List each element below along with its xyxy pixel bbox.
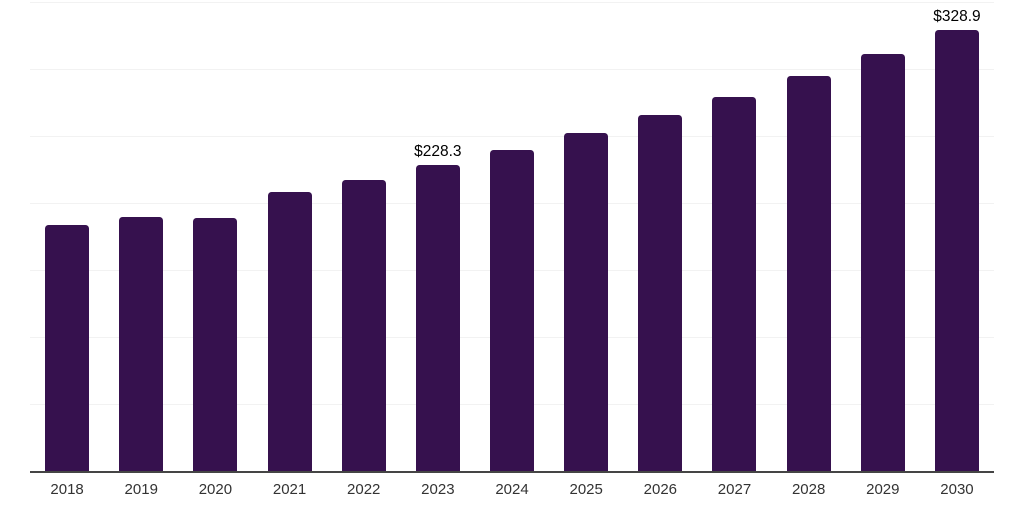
gridline	[30, 2, 994, 3]
gridline	[30, 69, 994, 70]
x-tick-label: 2029	[866, 481, 900, 498]
data-label-2023: $228.3	[414, 142, 462, 160]
bars-container: $228.3 $328.9	[30, 2, 994, 471]
bar-band	[327, 2, 401, 471]
bar-2020	[193, 218, 238, 471]
x-tick-label: 2023	[421, 481, 455, 498]
bar-band	[178, 2, 252, 471]
bar-band	[846, 2, 920, 471]
bar-2030	[934, 30, 979, 471]
bar-band: $328.9	[920, 2, 994, 471]
plot-area: $228.3 $328.9	[30, 2, 994, 473]
bar-2019	[119, 217, 164, 471]
x-tick-label: 2027	[717, 481, 752, 498]
x-tick-label: 2019	[124, 481, 158, 498]
bar-2026	[638, 115, 683, 471]
bar-2024	[490, 150, 535, 471]
bar-band	[252, 2, 326, 471]
x-tick-label: 2025	[569, 481, 603, 498]
bar-band	[104, 2, 178, 471]
bar-2027	[712, 97, 757, 471]
bar-2022	[341, 179, 386, 471]
bar-band	[30, 2, 104, 471]
bar-band	[549, 2, 623, 471]
x-tick-label: 2028	[791, 481, 826, 498]
bar-2028	[786, 76, 831, 471]
bar-2025	[564, 133, 609, 471]
x-tick-label: 2022	[347, 481, 381, 498]
x-tick-label: 2026	[643, 481, 678, 498]
bar-2029	[860, 53, 905, 471]
bar-band	[475, 2, 549, 471]
bar-band	[772, 2, 846, 471]
x-tick-label: 2020	[198, 481, 233, 498]
bar-2023	[415, 165, 460, 471]
data-label-2030: $328.9	[933, 7, 981, 25]
gridline	[30, 136, 994, 137]
bar-band: $228.3	[401, 2, 475, 471]
bar-band	[697, 2, 771, 471]
x-axis-labels: 2018 2019 2020 2021 2022 2023 2024 2025 2026 2027…	[30, 481, 994, 499]
bar-band	[623, 2, 697, 471]
x-tick-label: 2030	[940, 481, 974, 498]
x-tick-label: 2018	[50, 481, 84, 498]
x-tick-label: 2021	[272, 481, 307, 498]
x-tick-label: 2024	[495, 481, 529, 498]
x-axis-line	[30, 471, 994, 473]
bar-2021	[267, 192, 312, 471]
bar-2018	[45, 225, 90, 471]
